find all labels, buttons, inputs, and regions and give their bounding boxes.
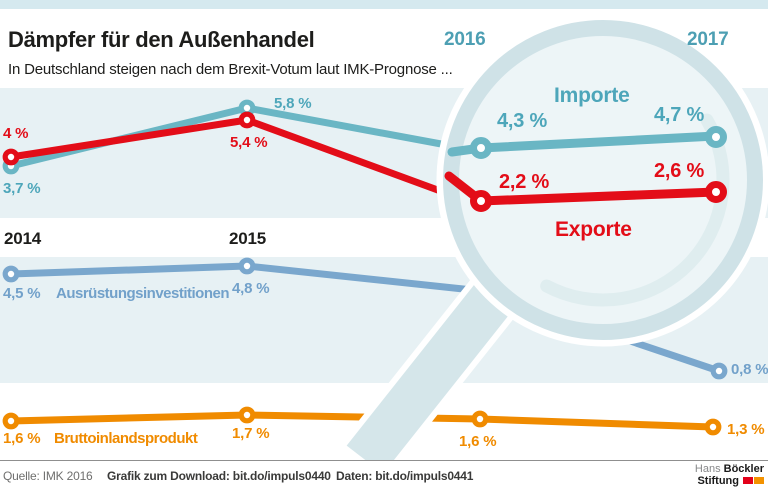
- ausruestung-marker-2014: [2, 265, 20, 283]
- bip-marker-2014: [2, 412, 20, 430]
- page-title: Dämpfer für den Außenhandel: [8, 27, 315, 52]
- year-label-2017: 2017: [687, 29, 729, 50]
- exporte-marker-2017: [705, 181, 727, 203]
- logo-stiftung: Stiftung: [697, 475, 739, 487]
- top-accent-strip: [0, 0, 768, 9]
- bip-value-2017: 1,3 %: [727, 421, 765, 438]
- importe-value-2014: 3,7 %: [3, 180, 41, 197]
- lens-reflection-arc: [540, 113, 730, 307]
- bip-marker-2015: [238, 406, 256, 424]
- logo-line-1: Hans Böckler: [695, 463, 764, 475]
- importe-value-2017: 4,7 %: [654, 104, 705, 126]
- exporte-value-2014: 4 %: [3, 125, 29, 142]
- year-label-2015: 2015: [229, 229, 267, 248]
- year-label-2016: 2016: [444, 29, 486, 50]
- bip-value-2015: 1,7 %: [232, 425, 270, 442]
- importe-value-2015: 5,8 %: [274, 95, 312, 112]
- exporte-marker-2014: [2, 148, 20, 166]
- ausruestung-value-2015: 4,8 %: [232, 280, 270, 297]
- logo-mark-orange: [754, 477, 764, 484]
- logo-mark-red: [743, 477, 753, 484]
- importe-value-2016: 4,3 %: [497, 110, 548, 132]
- logo-hans: Hans: [694, 463, 721, 475]
- exporte-value-2017: 2,6 %: [654, 160, 705, 182]
- footer-source: Quelle: IMK 2016: [3, 469, 93, 483]
- ausruestung-marker-2015: [238, 257, 256, 275]
- exporte-marker-2015: [238, 111, 256, 129]
- hans-boeckler-stiftung-logo: Hans Böckler Stiftung: [695, 463, 764, 487]
- logo-boeckler: Böckler: [723, 463, 764, 475]
- bip-series-label: Bruttoinlandsprodukt: [54, 430, 198, 447]
- logo-line-2: Stiftung: [695, 475, 764, 487]
- exporte-marker-2016: [470, 190, 492, 212]
- ausruestung-marker-2017: [710, 362, 728, 380]
- magnifier-outer-rim: [436, 13, 768, 347]
- footer-download-link: Grafik zum Download: bit.do/impuls0440: [107, 469, 331, 483]
- ausruestung-series-label: Ausrüstungsinvestitionen: [56, 285, 230, 302]
- exporte-value-2016: 2,2 %: [499, 171, 550, 193]
- exporte-value-2015: 5,4 %: [230, 134, 268, 151]
- bip-value-2016: 1,6 %: [459, 433, 497, 450]
- footer-data-link: Daten: bit.do/impuls0441: [336, 469, 474, 483]
- bip-value-2014: 1,6 %: [3, 430, 41, 447]
- importe-marker-2017: [705, 126, 727, 148]
- bip-marker-2016: [471, 410, 489, 428]
- importe-series-label: Importe: [554, 84, 630, 107]
- footer-bar: [0, 460, 768, 495]
- importe-marker-2016: [470, 137, 492, 159]
- ausruestung-value-2014: 4,5 %: [3, 285, 41, 302]
- page-subtitle: In Deutschland steigen nach dem Brexit-V…: [8, 61, 453, 78]
- ausruestung-value-2017: 0,8 %: [731, 361, 768, 378]
- year-label-2014: 2014: [4, 229, 42, 248]
- exporte-series-label: Exporte: [555, 218, 632, 241]
- bip-marker-2017: [704, 418, 722, 436]
- magnifier-lens: [443, 20, 763, 340]
